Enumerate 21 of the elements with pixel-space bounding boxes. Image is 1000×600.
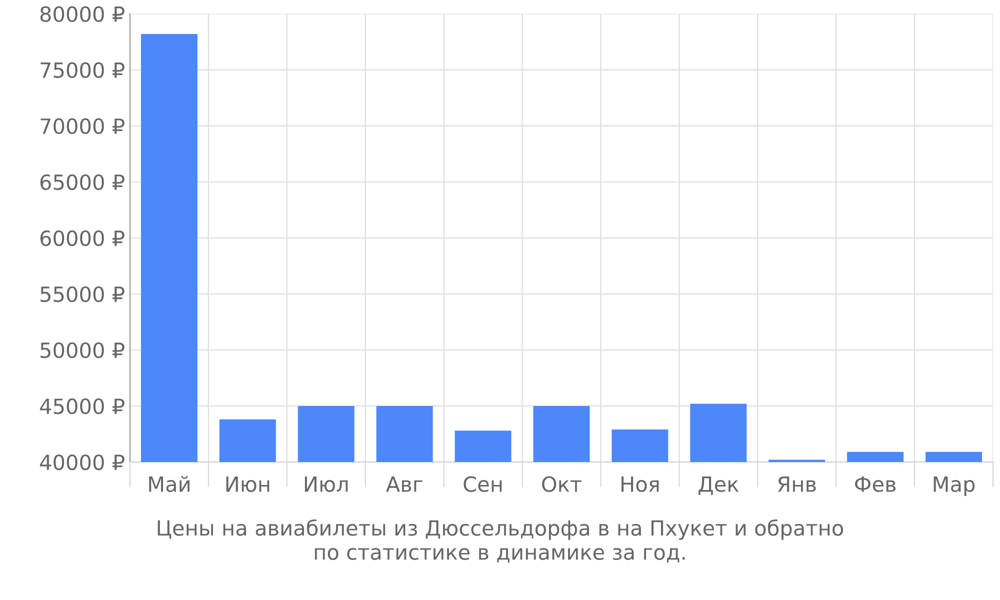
x-tick-label: Дек	[698, 476, 739, 495]
x-tick-label: Ноя	[622, 476, 659, 492]
x-tick-label: Июл	[304, 476, 348, 492]
y-tick-label: 45000 ₽	[40, 398, 124, 414]
x-tick-label: Мар	[934, 476, 975, 496]
y-tick-label: 75000 ₽	[40, 62, 124, 78]
y-tick-label: 50000 ₽	[40, 342, 124, 358]
y-tick-label: 60000 ₽	[40, 230, 124, 246]
x-tick-label: Янв	[778, 476, 816, 492]
x-tick-label: Сен	[464, 476, 502, 492]
y-tick-label: 40000 ₽	[40, 454, 124, 470]
x-tick-label: Июн	[226, 476, 270, 492]
x-tick-label: Авг	[386, 476, 422, 492]
y-tick-label: 70000 ₽	[40, 118, 124, 134]
x-tick-label: Май	[149, 476, 190, 492]
y-tick-label: 65000 ₽	[40, 174, 124, 190]
y-tick-label: 80000 ₽	[40, 6, 124, 22]
x-tick-label: Окт	[542, 476, 582, 492]
x-tick-label: Фев	[855, 476, 896, 492]
text: Цены на авиабилеты из Дюссельдорфа в на Пхукет и обратно по статистике в динамике за год.	[158, 519, 844, 563]
y-tick-label: 55000 ₽	[40, 286, 124, 302]
